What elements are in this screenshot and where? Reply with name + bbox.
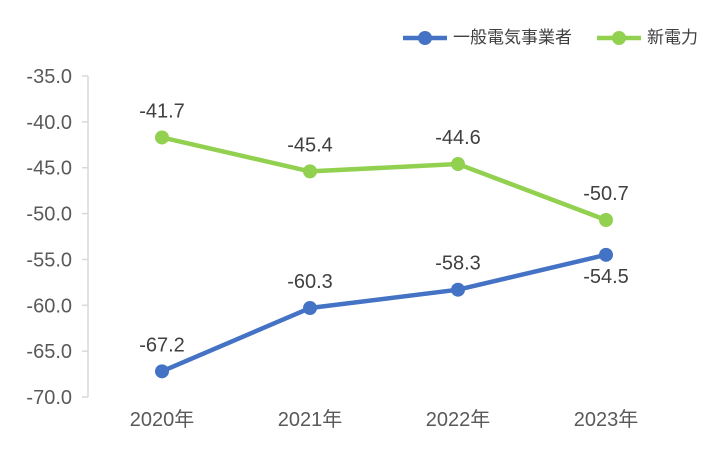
x-axis-label: 2020年 xyxy=(130,408,195,431)
y-axis-tick-label: -40.0 xyxy=(26,112,72,134)
x-axis-label: 2021年 xyxy=(278,408,343,431)
legend-item-series-0[interactable]: 一般電気事業者 xyxy=(401,27,572,48)
series-1-marker xyxy=(303,164,317,179)
series-0-marker xyxy=(155,364,169,379)
series-0-marker xyxy=(451,282,465,297)
y-axis-tick-label: -70.0 xyxy=(26,387,72,409)
series-1-marker xyxy=(599,212,613,227)
series-0-data-label: -60.3 xyxy=(287,271,333,293)
legend-line-marker-icon xyxy=(403,30,447,45)
legend-label: 一般電気事業者 xyxy=(453,28,572,47)
series-1-data-label: -45.4 xyxy=(287,134,333,156)
series-1-data-label: -44.6 xyxy=(435,127,481,149)
legend-item-series-1[interactable]: 新電力 xyxy=(595,27,698,48)
y-axis-tick-label: -60.0 xyxy=(26,295,72,317)
x-axis-label: 2022年 xyxy=(426,408,491,431)
y-axis-tick-label: -50.0 xyxy=(26,204,72,226)
legend-line-marker-icon xyxy=(597,30,641,45)
series-0-data-label: -54.5 xyxy=(583,266,629,288)
y-axis-tick-label: -45.0 xyxy=(26,158,72,180)
series-0-data-label: -58.3 xyxy=(435,253,481,275)
series-1-data-label: -41.7 xyxy=(139,100,185,122)
series-1-data-label: -50.7 xyxy=(583,183,629,205)
series-1-marker xyxy=(451,157,465,172)
x-axis-label: 2023年 xyxy=(574,408,639,431)
series-0-data-label: -67.2 xyxy=(139,334,185,356)
chart-legend: 一般電気事業者 新電力 xyxy=(401,27,698,48)
legend-label: 新電力 xyxy=(647,28,698,47)
y-axis-tick-label: -65.0 xyxy=(26,341,72,363)
series-0-line xyxy=(159,252,609,374)
y-axis-tick-label: -35.0 xyxy=(26,66,72,88)
series-1-marker xyxy=(155,130,169,145)
series-0-marker xyxy=(303,301,317,316)
y-axis-tick-label: -55.0 xyxy=(26,249,72,271)
series-1-line xyxy=(159,135,609,223)
series-0-marker xyxy=(599,247,613,262)
